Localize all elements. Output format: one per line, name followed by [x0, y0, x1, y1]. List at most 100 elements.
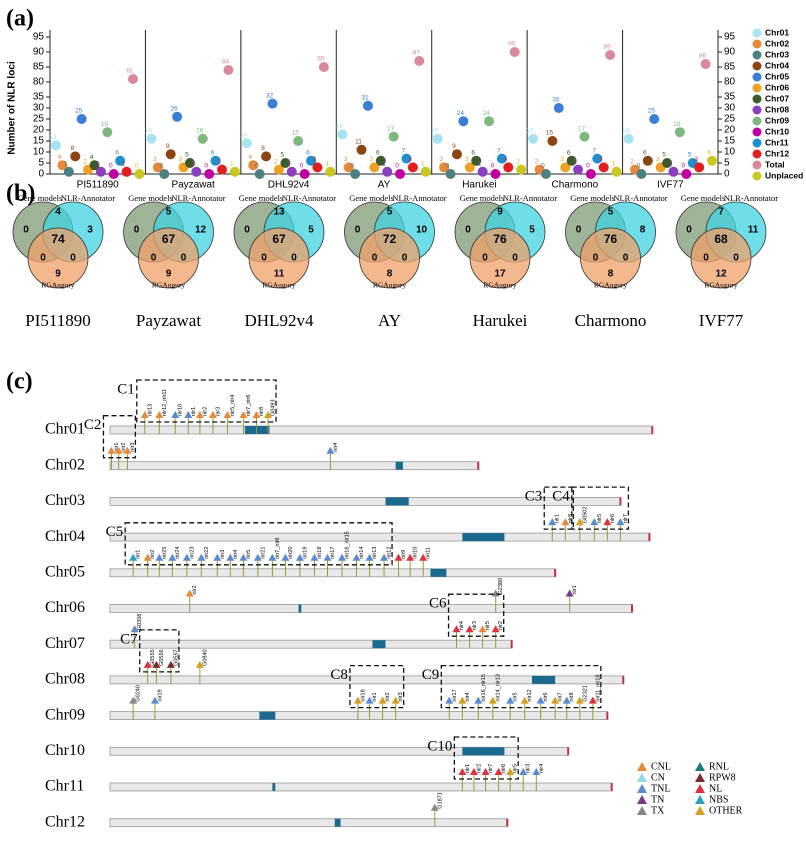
venn-count: 12 [715, 269, 727, 280]
data-label: 4 [58, 154, 62, 161]
data-label: 1 [612, 161, 616, 168]
y-tick-label: 15 [724, 136, 736, 147]
data-label: 19 [101, 121, 109, 128]
dot [382, 166, 393, 177]
dot [121, 166, 132, 177]
data-label: 18 [336, 123, 344, 130]
dot [681, 169, 692, 179]
legend-swatch [637, 795, 647, 804]
gene-label: nlr12 [387, 547, 393, 559]
data-label: 0 [491, 163, 495, 170]
dot [57, 160, 68, 171]
gene-marker [575, 696, 584, 704]
gene-label: nlr14 [359, 547, 365, 559]
cluster-label: C10 [427, 738, 452, 754]
venn-count: 8 [608, 269, 614, 280]
dot [642, 155, 653, 166]
gene-marker [129, 553, 138, 561]
legend-swatch [695, 806, 705, 815]
gene-marker [281, 553, 290, 561]
venn-count: 9 [166, 269, 172, 280]
gene-marker [588, 696, 597, 704]
cluster-box [571, 486, 630, 530]
gene-marker [123, 446, 132, 454]
data-label: 1 [230, 161, 234, 168]
venn-count: 17 [494, 269, 506, 280]
data-label: 4 [90, 154, 94, 161]
gene-marker [166, 660, 175, 668]
dot [172, 111, 183, 122]
legend-swatch [752, 149, 762, 159]
venn-count: 0 [465, 225, 471, 236]
data-label: 3 [179, 156, 183, 163]
venn-count: 13 [273, 207, 285, 218]
legend-swatch [752, 171, 762, 181]
gene-marker [452, 625, 461, 633]
venn-label: NLR-Annotator [392, 193, 446, 203]
dot [273, 164, 284, 175]
data-label: 2 [217, 158, 221, 165]
gene-marker [239, 411, 248, 418]
data-label: 3 [408, 156, 412, 163]
venn-label: Harukei [473, 311, 528, 330]
gene-label: nlr12_nlr11 [162, 389, 168, 416]
y-tick-label: 85 [33, 62, 45, 73]
gene-marker [213, 553, 222, 561]
gene-marker [562, 696, 571, 704]
gene-label: nlr4 [233, 550, 239, 559]
y-tick-label: 80 [724, 77, 736, 88]
gene-marker [268, 553, 277, 561]
gene-label: nlr23 [189, 547, 195, 559]
gene-label: nlr11_nlr10 [595, 674, 601, 701]
gene-marker [561, 518, 570, 526]
dot [128, 74, 139, 84]
cluster-label: C6 [429, 596, 447, 612]
gene-marker [419, 553, 428, 561]
venn-set [469, 227, 531, 289]
gene-label: G0556 [159, 649, 165, 666]
gene-marker [616, 518, 625, 526]
venn-label: RGAugury [152, 281, 186, 290]
dot [458, 116, 469, 127]
legend-swatch [637, 773, 647, 782]
x-tick-label: Harukei [462, 180, 496, 191]
gene-label: nlr4 [465, 692, 471, 701]
y-tick-label: 30 [33, 103, 45, 114]
venn-label: RGAugury [704, 281, 738, 290]
dot [184, 158, 195, 168]
legend-swatch [695, 762, 705, 771]
data-label: 0 [350, 163, 354, 170]
cluster-box [136, 379, 277, 423]
data-label: 0 [395, 163, 399, 170]
centromere [259, 711, 276, 720]
gene-label: nlr13 [372, 547, 378, 559]
venn-label: Gene models [681, 193, 726, 203]
dot [623, 133, 634, 144]
dot [210, 155, 221, 166]
gene-label: nlr7 [623, 514, 629, 523]
data-label: 25 [648, 108, 656, 115]
gene-marker [394, 553, 403, 561]
x-tick-label: PI511890 [77, 180, 120, 191]
chromosome [109, 604, 633, 613]
data-label: 3 [439, 156, 443, 163]
dot [217, 164, 228, 175]
cluster-box [349, 664, 405, 709]
venn-count: 0 [151, 253, 157, 264]
dot [414, 56, 425, 66]
legend-label: CNL [651, 761, 671, 772]
venn-count: 0 [181, 253, 187, 264]
gene-marker [488, 696, 497, 704]
gene-label: G2380 [498, 578, 504, 595]
data-label: 5 [688, 152, 692, 159]
gene-label: nlr17 [330, 547, 336, 559]
gene-marker [155, 553, 164, 561]
dot [592, 153, 603, 164]
venn-count: 0 [482, 253, 488, 264]
data-label: 7 [593, 147, 597, 154]
gene-label: nlr11 [426, 547, 432, 559]
gene-label: nlr5 [485, 621, 491, 630]
gene-marker [171, 411, 180, 418]
